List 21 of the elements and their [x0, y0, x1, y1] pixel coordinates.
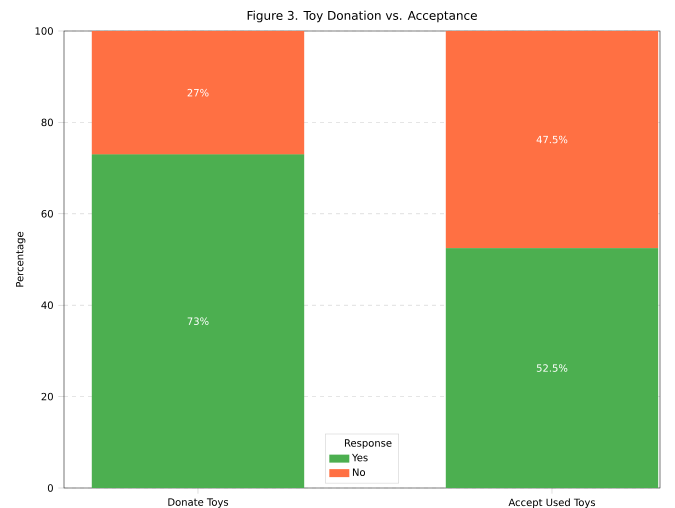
bar [92, 154, 304, 488]
data-label: 52.5% [536, 364, 568, 372]
y-tick-label: 0 [48, 484, 53, 492]
bar [446, 30, 658, 248]
data-label: 27% [188, 88, 209, 96]
y-tick-label: 80 [42, 118, 53, 126]
legend-label: No [352, 468, 366, 476]
data-label: 73% [188, 317, 209, 325]
y-tick-label: 40 [41, 301, 53, 309]
data-label: 47.5% [536, 136, 568, 144]
y-axis-title: Percentage [16, 232, 26, 287]
x-tick-label: Donate Toys [168, 498, 228, 508]
y-tick-label: 60 [42, 210, 53, 218]
bar [92, 30, 304, 154]
y-tick-label: 20 [42, 392, 53, 400]
legend-title: Response [344, 439, 392, 449]
y-tick-label: 100 [36, 27, 53, 35]
bar [446, 248, 658, 488]
legend-label: Yes [352, 454, 368, 462]
chart-title: Figure 3. Toy Donation vs. Acceptance [248, 10, 477, 22]
x-tick-label: Accept Used Toys [508, 498, 596, 508]
